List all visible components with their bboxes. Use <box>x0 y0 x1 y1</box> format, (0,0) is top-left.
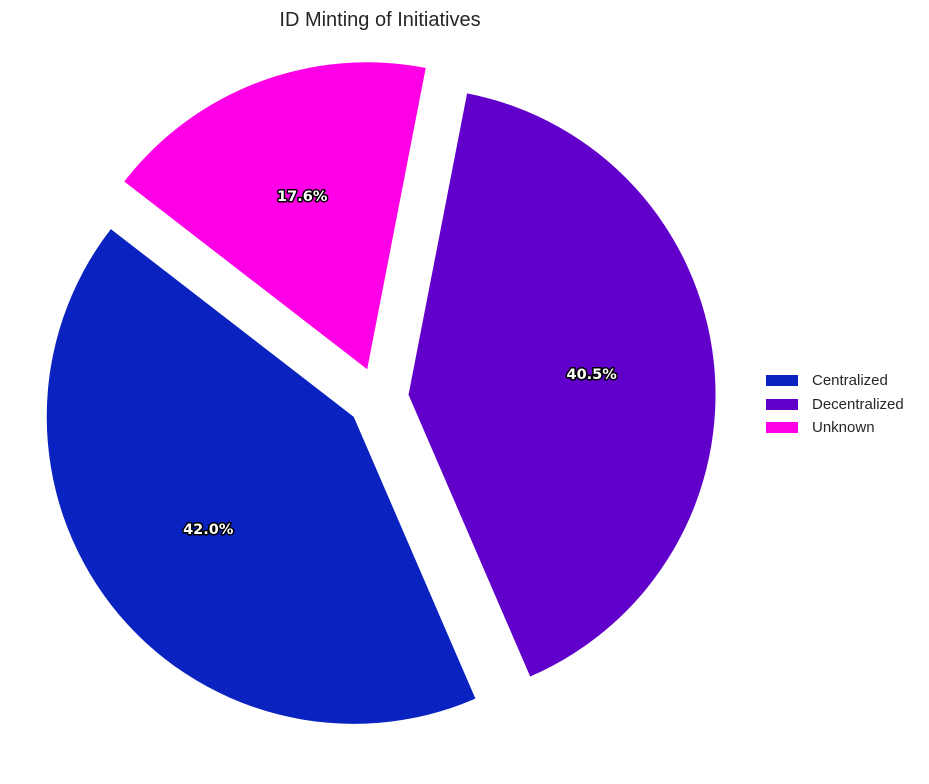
legend-item-centralized: Centralized <box>766 369 904 393</box>
pie-slices <box>46 62 716 724</box>
legend-item-unknown: Unknown <box>766 416 904 440</box>
legend-item-decentralized: Decentralized <box>766 393 904 417</box>
legend: Centralized Decentralized Unknown <box>766 369 904 440</box>
pie-slice-centralized <box>46 229 476 724</box>
legend-swatch <box>766 422 798 434</box>
slice-percent-label-unknown: 17.6% <box>277 189 328 205</box>
legend-swatch <box>766 375 798 387</box>
legend-swatch <box>766 398 798 410</box>
chart-title: ID Minting of Initiatives <box>279 9 480 31</box>
pie-slice-decentralized <box>408 93 716 677</box>
slice-percent-label-decentralized: 40.5% <box>566 367 617 383</box>
legend-label: Unknown <box>812 419 875 437</box>
slice-percent-label-centralized: 42.0% <box>183 522 234 538</box>
legend-label: Centralized <box>812 372 888 390</box>
pie-slice-unknown <box>124 62 426 370</box>
legend-label: Decentralized <box>812 395 904 413</box>
pie-labels: 42.0% 40.5% 17.6% <box>182 187 619 539</box>
